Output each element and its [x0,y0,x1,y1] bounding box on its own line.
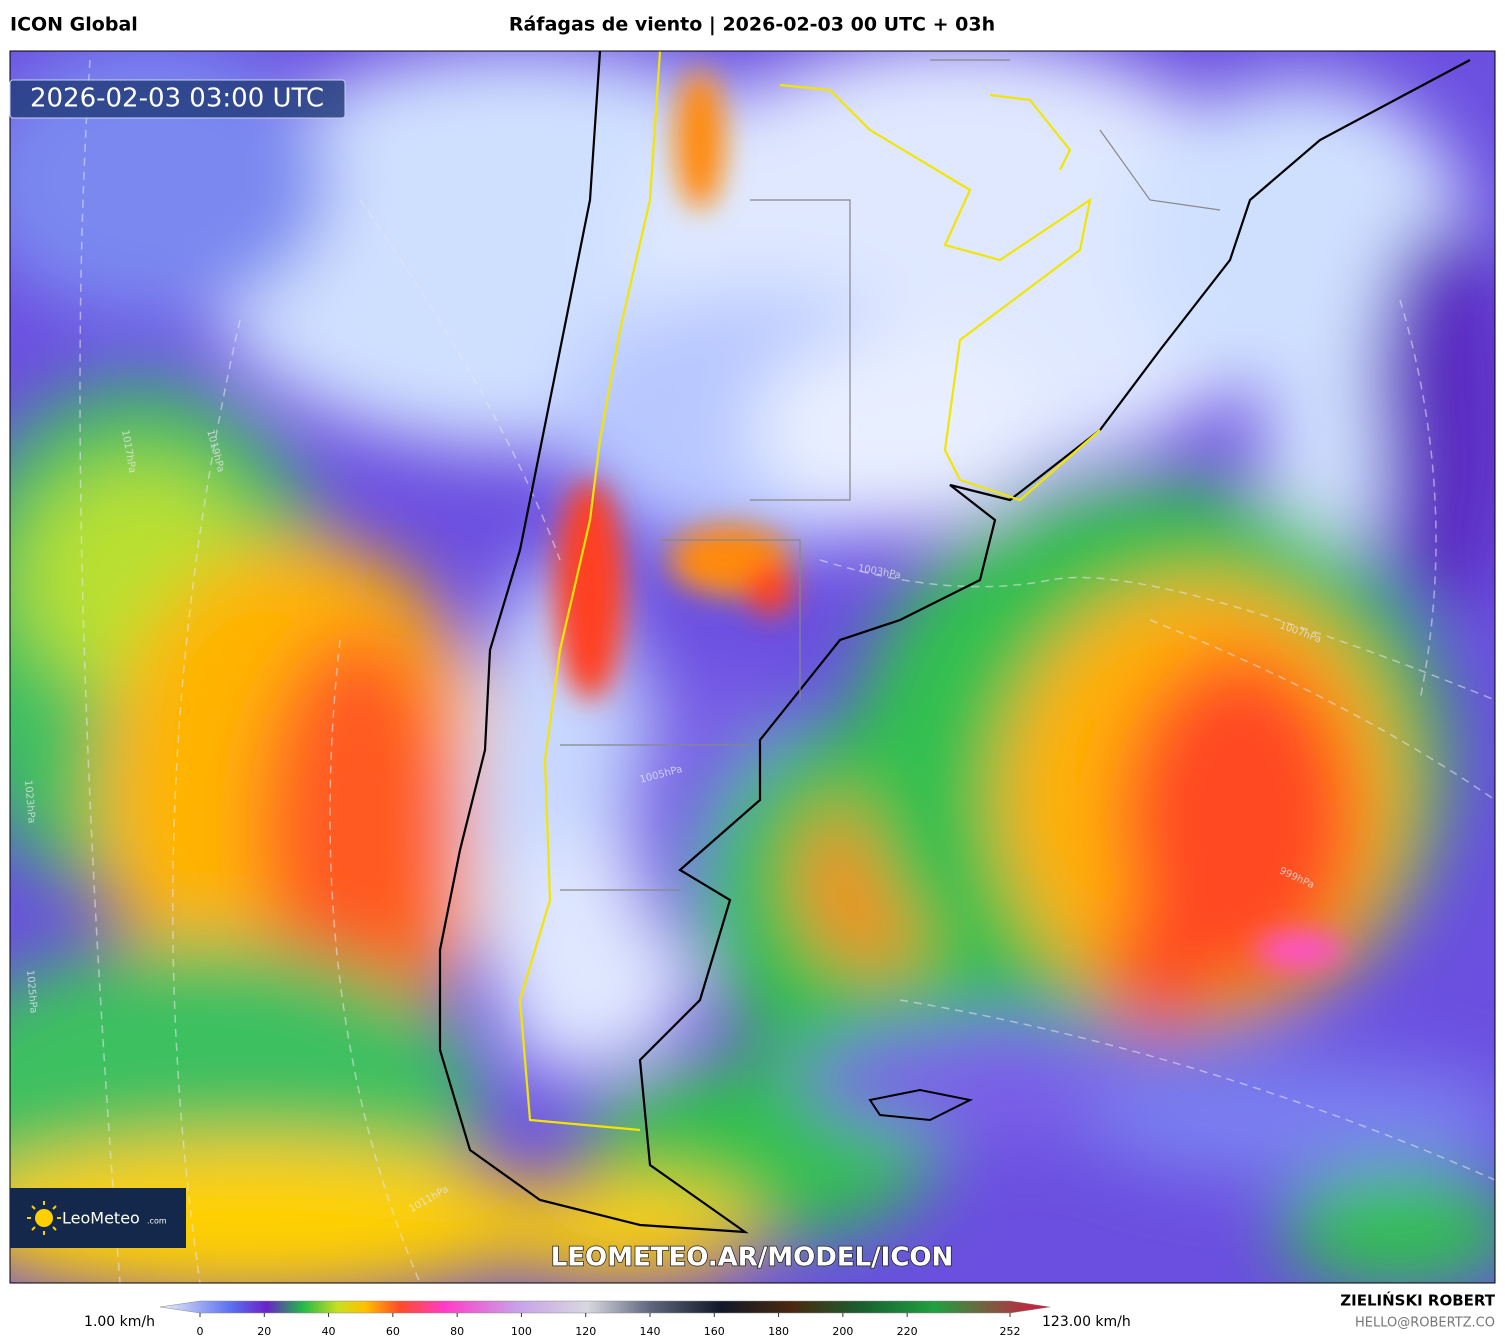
email: HELLO@ROBERTZ.CO [1355,1316,1495,1331]
colorbar-tick-label: 200 [832,1325,853,1338]
model-name: ICON Global [10,14,138,36]
islands [868,1088,974,1122]
colorbar-tick-label: 220 [897,1325,918,1338]
colorbar-min-label: 1.00 km/h [84,1314,155,1330]
timestamp-box [9,79,346,119]
colorbar: 1.00 km/h 123.00 km/h 0 20 40 60 80 100 120 140… [84,1300,1131,1338]
colorbar-tick-label: 180 [768,1325,789,1338]
colorbar-tick-label: 140 [640,1325,661,1338]
isobars [79,59,1495,1283]
colorbar-tick-label: 160 [704,1325,725,1338]
map-frame [9,50,1496,1284]
colorbar-ramp [159,1300,1051,1314]
wind-gust-field: 1017hPa 1019hPa 1023hPa 1025hPa 1011hPa … [10,51,1495,1283]
colorbar-tick-label: 100 [511,1325,532,1338]
isobar-label: 1025hPa [24,970,39,1014]
colorbar-tick-label: 0 [197,1325,204,1338]
colorbar-tick-label: 120 [575,1325,596,1338]
map-title: Ráfagas de viento | 2026-02-03 00 UTC + … [509,14,995,36]
colorbar-tick-label: 80 [450,1325,464,1338]
province-borders [560,59,1221,891]
country-borders [518,51,1101,1132]
logo-rays [27,1201,61,1235]
colorbar-max-label: 123.00 km/h [1042,1314,1131,1330]
isobar-label: 1023hPa [22,780,37,824]
coastline [438,51,1471,1234]
colorbar-tick-label: 20 [257,1325,271,1338]
watermark: LEOMETEO.AR/MODEL/ICON [551,1243,954,1273]
author: ZIELIŃSKI ROBERT [1340,1291,1495,1310]
logo-name: LeoMeteo [62,1209,140,1228]
colorbar-tick-label: 40 [322,1325,336,1338]
logo-sun [35,1209,53,1227]
logo-suffix: .com [147,1217,167,1226]
timestamp: 2026-02-03 03:00 UTC [30,84,324,114]
colorbar-tick-label: 60 [386,1325,400,1338]
colorbar-tick-label: 252 [1000,1325,1021,1338]
